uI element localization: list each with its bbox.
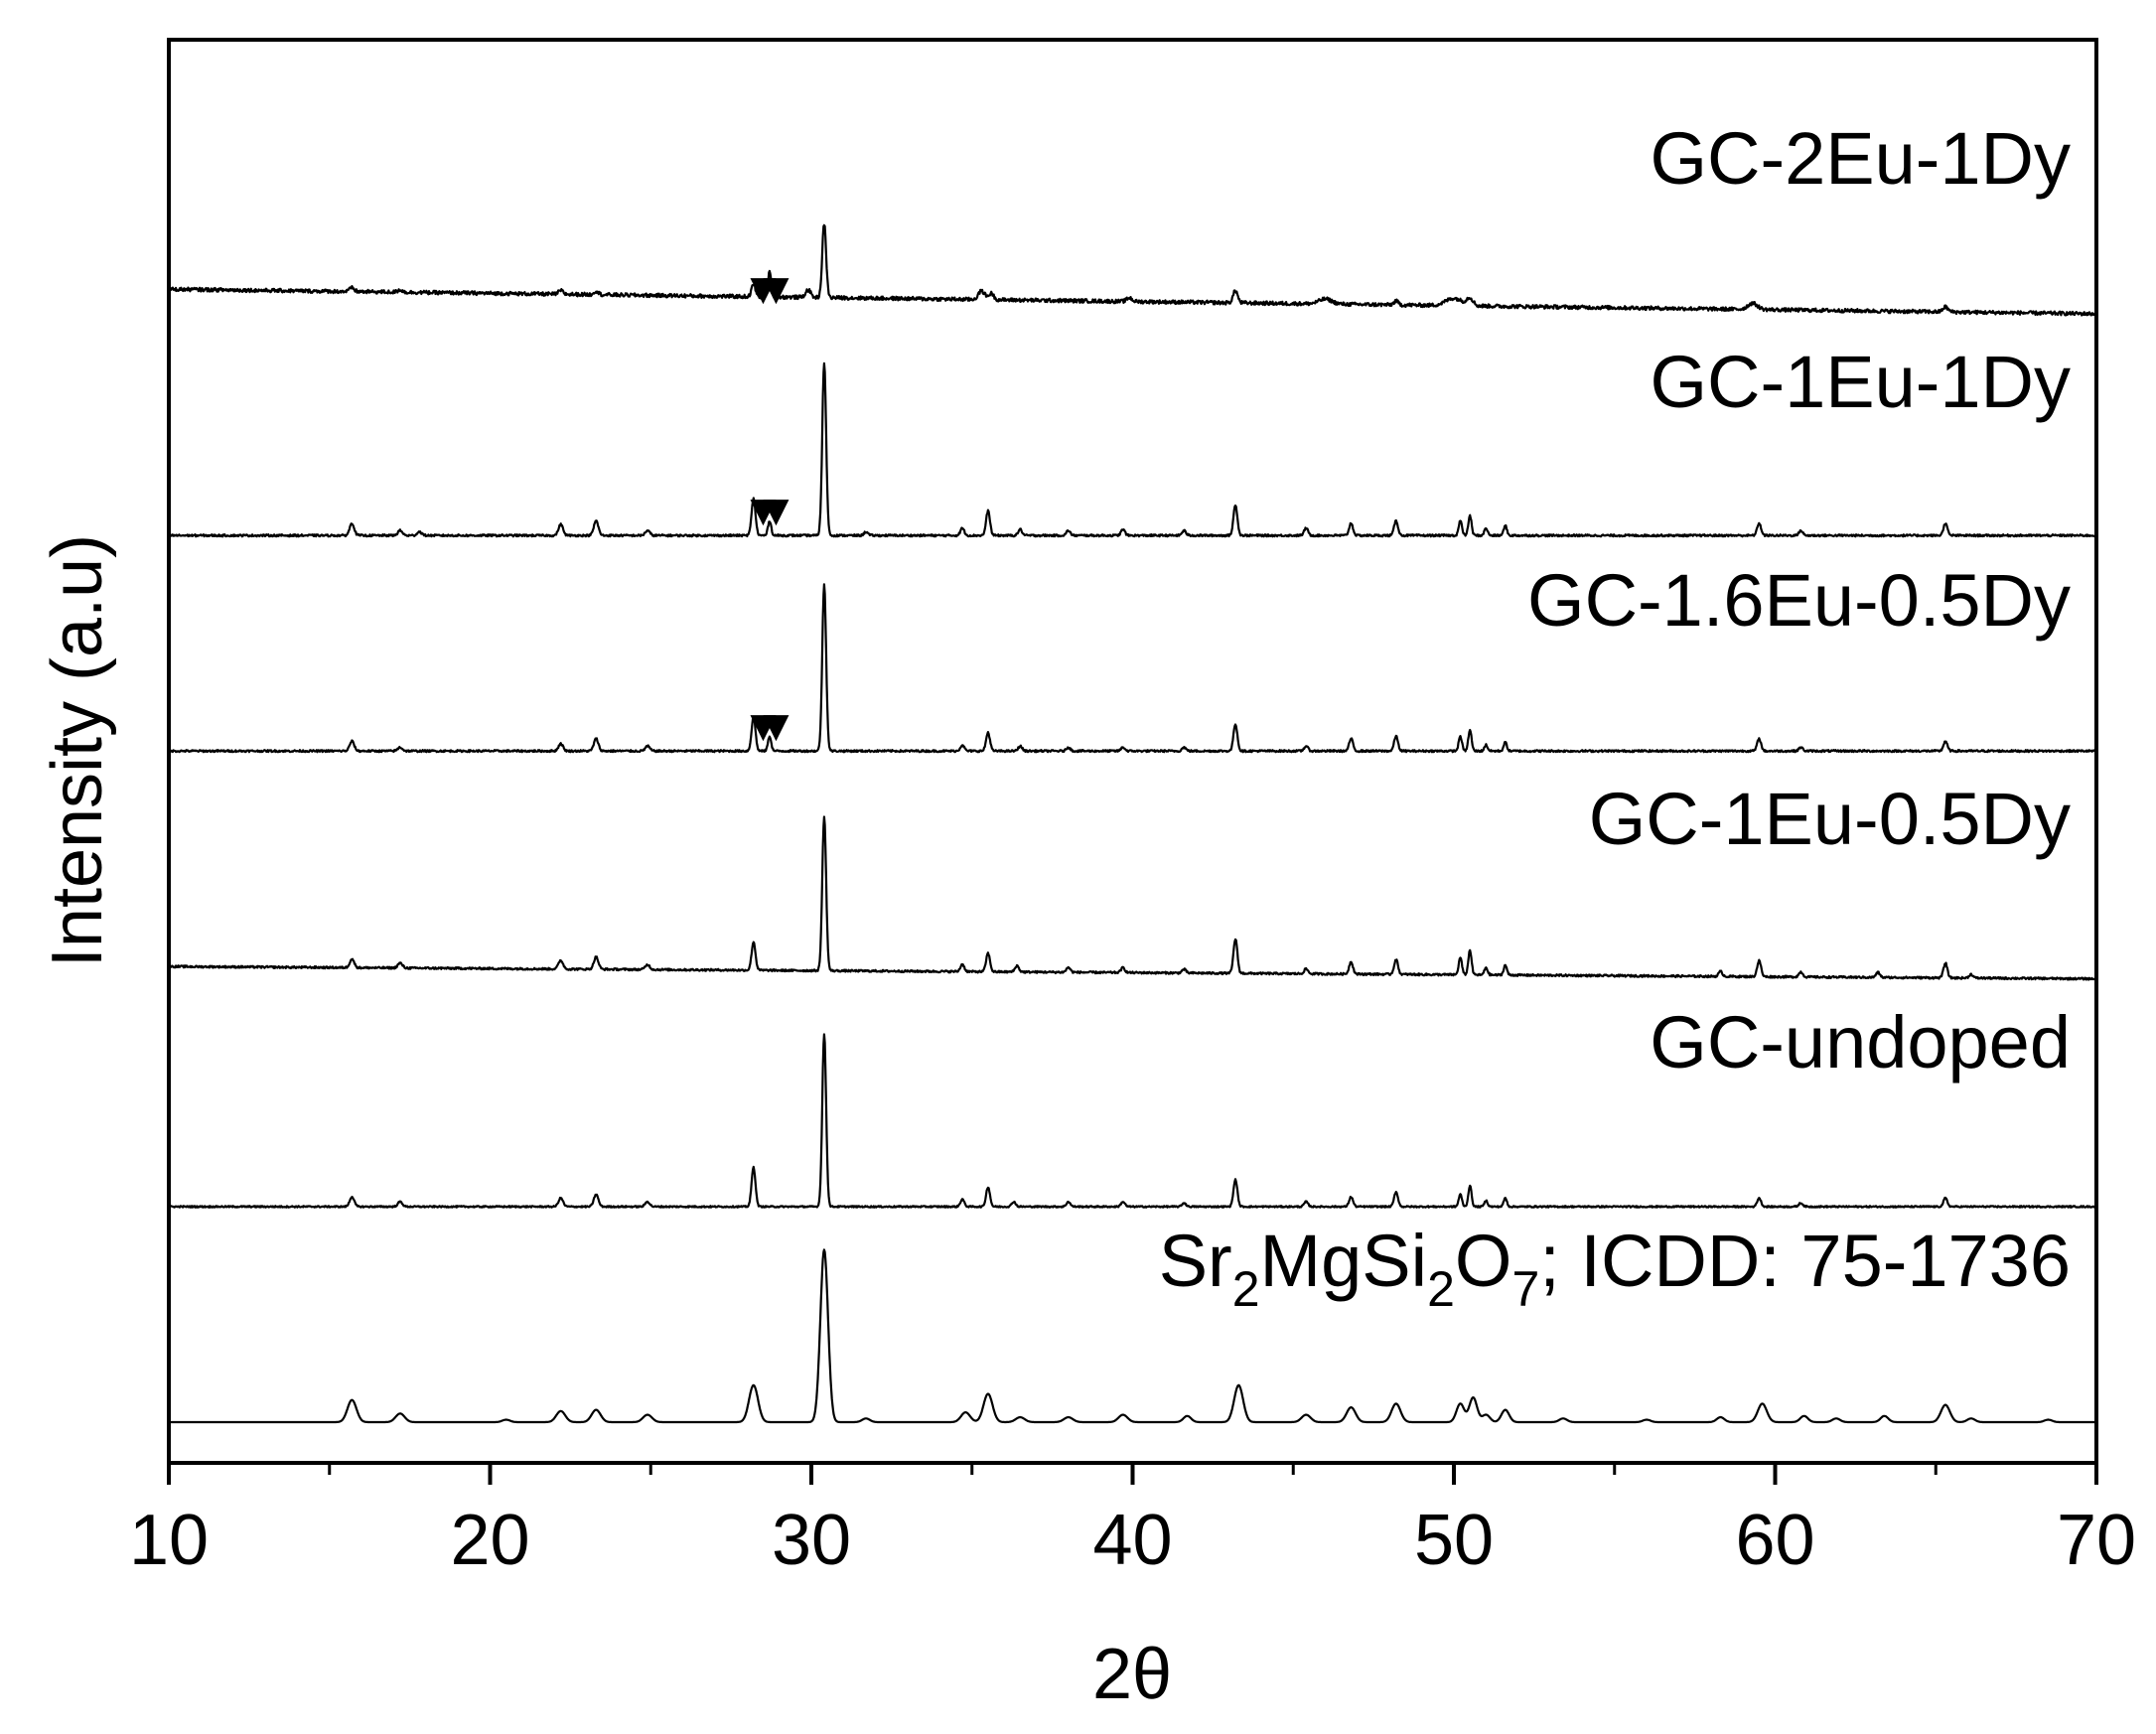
series-label-part: Sr xyxy=(1159,1220,1232,1302)
x-tick-label: 50 xyxy=(1414,1501,1494,1580)
series-label-part: 2 xyxy=(1427,1261,1455,1317)
series-label: GC-2Eu-1Dy xyxy=(1650,117,2071,200)
y-axis-title: Intensity (a.u) xyxy=(38,534,117,967)
x-axis: 10 20 30 40 50 60 70 xyxy=(129,1463,2136,1580)
series-line xyxy=(168,361,2097,538)
marker-arrow: ▼ xyxy=(750,491,777,530)
x-tick-label: 60 xyxy=(1735,1501,1814,1580)
series-line xyxy=(168,1033,2097,1209)
series-label-part: O xyxy=(1455,1220,1512,1302)
x-tick-label: 70 xyxy=(2057,1501,2136,1580)
marker-arrow: ▼ xyxy=(750,706,777,746)
series-label: GC-undoped xyxy=(1650,1001,2071,1084)
series-label-part: 2 xyxy=(1232,1261,1260,1317)
series-labels: Sr2MgSi2O7; ICDD: 75-1736GC-undopedGC-1E… xyxy=(1159,117,2071,1317)
x-tick-label: 40 xyxy=(1092,1501,1172,1580)
series-label-part: 7 xyxy=(1511,1261,1539,1317)
diffraction-traces xyxy=(167,223,2098,1424)
series-label-part: ; ICDD: 75-1736 xyxy=(1539,1220,2071,1302)
x-axis-title: 2θ xyxy=(1092,1635,1172,1714)
series-label-part: MgSi xyxy=(1260,1220,1428,1302)
marker-arrow: ▼ xyxy=(763,491,790,530)
marker-arrow: ▼ xyxy=(763,269,790,309)
series-label: GC-1.6Eu-0.5Dy xyxy=(1527,559,2071,642)
x-tick-label: 20 xyxy=(450,1501,529,1580)
series-line xyxy=(167,223,2098,317)
series-line xyxy=(168,1248,2097,1424)
x-tick-label: 10 xyxy=(129,1501,209,1580)
phase-markers: ▼▼▼▼▼▼ xyxy=(750,269,790,746)
series-label: GC-1Eu-1Dy xyxy=(1650,341,2071,423)
series-line xyxy=(168,583,2097,754)
series-label: Sr2MgSi2O7; ICDD: 75-1736 xyxy=(1159,1220,2071,1317)
marker-arrow: ▼ xyxy=(763,706,790,746)
x-tick-label: 30 xyxy=(772,1501,851,1580)
series-label: GC-1Eu-0.5Dy xyxy=(1589,778,2071,860)
series-line xyxy=(168,815,2097,981)
marker-arrow: ▼ xyxy=(750,269,777,309)
